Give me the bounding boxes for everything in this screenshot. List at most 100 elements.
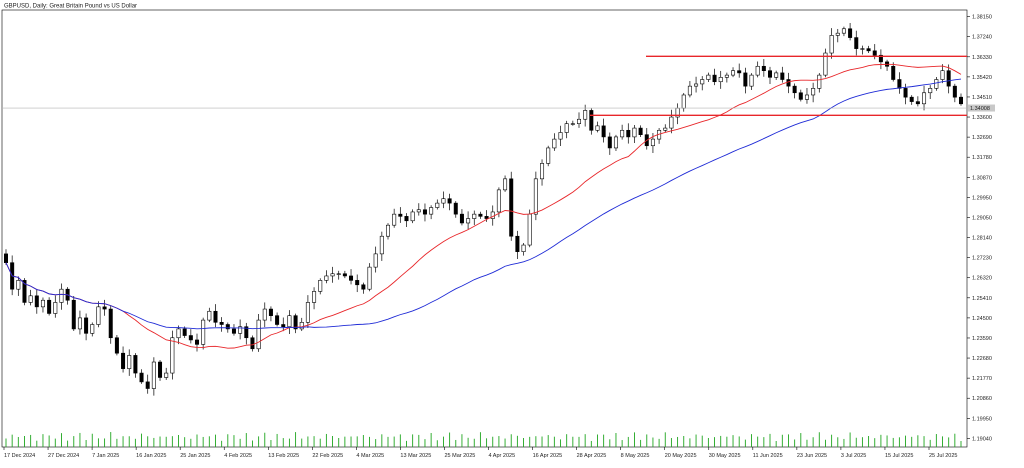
bearish-candle — [743, 72, 748, 87]
bearish-candle — [133, 355, 138, 374]
y-tick-label: 1.28140 — [972, 236, 992, 242]
bullish-candle — [540, 163, 545, 180]
x-tick-label: 13 Feb 2025 — [268, 453, 299, 459]
bullish-candle — [127, 355, 132, 369]
bullish-candle — [755, 65, 760, 76]
x-tick-label: 20 May 2025 — [665, 453, 697, 459]
bearish-candle — [897, 79, 902, 89]
bearish-candle — [952, 85, 957, 98]
bearish-candle — [509, 178, 514, 237]
bearish-candle — [786, 79, 791, 87]
chart-title-text: GBPUSD, Daily: Great Britain Pound vs US… — [4, 4, 137, 10]
bearish-candle — [601, 125, 606, 138]
bullish-candle — [533, 178, 538, 215]
y-tick-label: 1.33600 — [972, 115, 992, 121]
bullish-candle — [164, 372, 169, 378]
bearish-candle — [231, 328, 236, 334]
bearish-candle — [121, 352, 126, 369]
bullish-candle — [650, 138, 655, 147]
bearish-candle — [275, 315, 280, 325]
bearish-candle — [909, 96, 914, 102]
bearish-candle — [244, 326, 249, 339]
bullish-candle — [546, 147, 551, 164]
bullish-candle — [336, 273, 341, 275]
bearish-candle — [398, 213, 403, 217]
x-tick-label: 3 Jul 2025 — [841, 453, 866, 459]
bullish-candle — [373, 253, 378, 268]
x-tick-label: 4 Apr 2025 — [489, 453, 516, 459]
y-tick-label: 1.36330 — [972, 55, 992, 61]
bearish-candle — [293, 315, 298, 330]
bearish-candle — [780, 72, 785, 80]
bearish-candle — [866, 48, 871, 52]
bearish-candle — [225, 324, 230, 330]
bearish-candle — [281, 324, 286, 328]
bullish-candle — [330, 273, 335, 277]
bullish-candle — [96, 306, 101, 325]
x-tick-label: 23 Jun 2025 — [797, 453, 827, 459]
current-price-label: 1.34008 — [970, 106, 990, 112]
bearish-candle — [607, 136, 612, 149]
bullish-candle — [312, 291, 317, 303]
y-tick-label: 1.38150 — [972, 15, 992, 21]
bearish-candle — [108, 308, 113, 339]
bearish-candle — [34, 295, 39, 308]
bearish-candle — [213, 310, 218, 323]
bullish-candle — [718, 77, 723, 83]
y-tick-label: 1.32690 — [972, 135, 992, 141]
x-tick-label: 25 Jul 2025 — [929, 453, 957, 459]
bearish-candle — [145, 381, 150, 389]
bullish-candle — [392, 213, 397, 226]
bearish-candle — [342, 273, 347, 277]
x-tick-label: 16 Apr 2025 — [533, 453, 563, 459]
bearish-candle — [349, 275, 354, 281]
y-tick-label: 1.23590 — [972, 336, 992, 342]
bearish-candle — [47, 299, 52, 314]
bearish-candle — [4, 253, 9, 264]
y-tick-label: 1.35420 — [972, 75, 992, 81]
bullish-candle — [564, 123, 569, 133]
current-price-tag — [968, 104, 995, 112]
bearish-candle — [182, 328, 187, 336]
x-tick-label: 25 Jan 2025 — [180, 453, 210, 459]
bearish-candle — [447, 198, 452, 204]
bearish-candle — [484, 216, 489, 219]
bearish-candle — [737, 70, 742, 74]
bearish-candle — [102, 306, 107, 310]
bullish-candle — [416, 209, 421, 213]
bullish-candle — [928, 88, 933, 94]
bullish-candle — [700, 79, 705, 85]
x-tick-label: 30 May 2025 — [709, 453, 741, 459]
bearish-candle — [798, 92, 803, 100]
bearish-candle — [712, 74, 717, 83]
x-tick-label: 15 Jul 2025 — [885, 453, 913, 459]
bullish-candle — [521, 244, 526, 252]
bearish-candle — [71, 299, 76, 330]
bullish-candle — [527, 213, 532, 246]
bullish-candle — [435, 202, 440, 208]
bullish-candle — [503, 178, 508, 191]
x-tick-label: 8 May 2025 — [621, 453, 650, 459]
bearish-candle — [361, 284, 366, 290]
bearish-candle — [848, 28, 853, 38]
x-tick-label: 27 Dec 2024 — [48, 453, 79, 459]
y-tick-label: 1.30870 — [972, 175, 992, 181]
bullish-candle — [823, 52, 828, 76]
y-tick-label: 1.29050 — [972, 215, 992, 221]
bullish-candle — [16, 280, 21, 290]
bullish-candle — [299, 322, 304, 330]
bearish-candle — [946, 70, 951, 87]
bearish-candle — [459, 213, 464, 224]
bullish-candle — [53, 302, 58, 314]
bearish-candle — [478, 213, 483, 217]
bullish-candle — [256, 319, 261, 350]
bullish-candle — [663, 127, 668, 131]
bearish-candle — [891, 65, 896, 80]
bearish-candle — [188, 335, 193, 341]
bearish-candle — [878, 54, 883, 63]
y-tick-label: 1.27230 — [972, 256, 992, 262]
bullish-candle — [632, 127, 637, 138]
bullish-candle — [817, 74, 822, 89]
